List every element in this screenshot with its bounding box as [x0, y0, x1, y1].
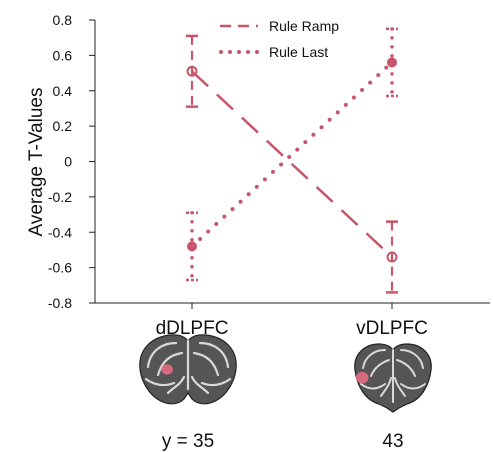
series-line-rule-ramp [191, 70, 393, 258]
y-tick-label: -0.6 [48, 260, 72, 276]
legend: Rule Ramp Rule Last [219, 18, 339, 60]
brain-slice-vDLPFC [354, 343, 432, 413]
point-rule-last-vDLPFC [387, 57, 397, 68]
y-tick-label: -0.2 [48, 189, 72, 205]
x-tick-label-dDLPFC: dDLPFC [156, 318, 229, 339]
y-ticks: 0.8 0.6 0.4 0.2 0 -0.2 -0.4 -0.6 -0.8 [48, 12, 95, 311]
legend-rule-last-label: Rule Last [269, 44, 328, 60]
brain-slice-dDLPFC [139, 334, 237, 405]
point-rule-last-dDLPFC [187, 241, 197, 252]
series-layer [186, 27, 398, 294]
x-ticks: dDLPFC vDLPFC [156, 303, 428, 339]
roi-highlight-dDLPFC [161, 364, 173, 375]
slice-label-43: 43 [382, 431, 403, 452]
point-rule-ramp-vDLPFC [386, 251, 398, 263]
y-axis-title: Average T-Values [26, 88, 47, 237]
y-tick-label: 0.6 [53, 47, 73, 63]
roi-highlight-vDLPFC [355, 372, 369, 384]
y-tick-label: 0 [64, 154, 72, 170]
y-tick-label: -0.4 [48, 224, 72, 240]
y-tick-label: -0.8 [48, 295, 72, 311]
legend-rule-ramp-label: Rule Ramp [269, 18, 339, 34]
y-tick-label: 0.4 [53, 83, 73, 99]
series-line-rule-last [190, 60, 394, 249]
slice-label-y35: y = 35 [162, 431, 214, 452]
point-rule-ramp-dDLPFC [186, 65, 198, 77]
y-tick-label: 0.8 [53, 12, 73, 28]
x-tick-label-vDLPFC: vDLPFC [356, 318, 428, 339]
y-tick-label: 0.2 [53, 118, 73, 134]
